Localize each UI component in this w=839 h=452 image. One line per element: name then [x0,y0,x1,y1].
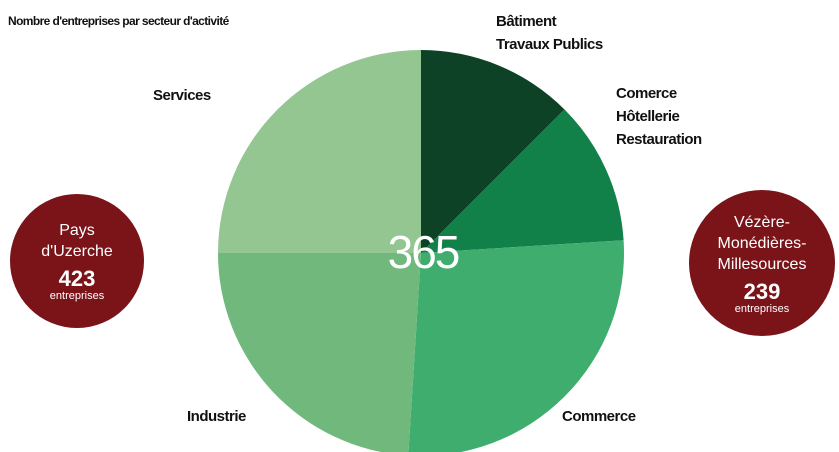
badge-vezere-monedieres: Vézère- Monédières- Millesources 239 ent… [689,190,835,336]
slice-label-services: Services [153,87,211,104]
pie-slice-0 [421,50,565,253]
badge-count: 423 [58,266,96,291]
total-label: 365 [387,226,461,278]
pie-slice-2 [408,240,624,452]
badge-name: Pays d'Uzerche [41,222,113,260]
slice-label-industrie: Industrie [187,408,246,425]
badge-pays-uzerche: Pays d'Uzerche 423 entreprises [10,194,144,328]
badge-count: 239 [743,278,781,304]
chart-title: Nombre d'entreprises par secteur d'activ… [8,14,229,28]
badge-name: Vézère- Monédières- Millesources [717,213,807,273]
badge-unit: entreprises [734,302,790,315]
slice-label-batiment: Bâtiment Travaux Publics [496,13,603,53]
pie-slice-4 [218,50,421,253]
pie-slice-3 [218,253,421,452]
pie-slice-1 [421,109,624,253]
slice-label-commerce: Commerce [562,408,636,425]
badge-unit: entreprises [49,290,105,302]
slice-label-comerce-hotellerie: Comerce Hôtellerie Restauration [616,85,702,148]
